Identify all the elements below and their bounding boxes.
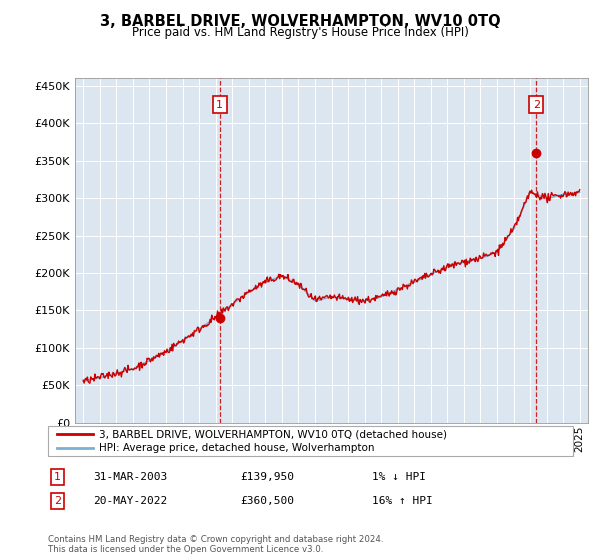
Text: 20-MAY-2022: 20-MAY-2022	[93, 496, 167, 506]
Text: 16% ↑ HPI: 16% ↑ HPI	[372, 496, 433, 506]
Text: 31-MAR-2003: 31-MAR-2003	[93, 472, 167, 482]
Text: 2: 2	[533, 100, 540, 110]
Text: Price paid vs. HM Land Registry's House Price Index (HPI): Price paid vs. HM Land Registry's House …	[131, 26, 469, 39]
Text: £360,500: £360,500	[240, 496, 294, 506]
Text: 3, BARBEL DRIVE, WOLVERHAMPTON, WV10 0TQ (detached house): 3, BARBEL DRIVE, WOLVERHAMPTON, WV10 0TQ…	[99, 429, 447, 439]
Text: 3, BARBEL DRIVE, WOLVERHAMPTON, WV10 0TQ: 3, BARBEL DRIVE, WOLVERHAMPTON, WV10 0TQ	[100, 14, 500, 29]
Text: 2: 2	[54, 496, 61, 506]
Text: HPI: Average price, detached house, Wolverhampton: HPI: Average price, detached house, Wolv…	[99, 443, 374, 453]
Text: Contains HM Land Registry data © Crown copyright and database right 2024.
This d: Contains HM Land Registry data © Crown c…	[48, 535, 383, 554]
Text: 1: 1	[54, 472, 61, 482]
Text: 1% ↓ HPI: 1% ↓ HPI	[372, 472, 426, 482]
Text: 1: 1	[216, 100, 223, 110]
Text: £139,950: £139,950	[240, 472, 294, 482]
